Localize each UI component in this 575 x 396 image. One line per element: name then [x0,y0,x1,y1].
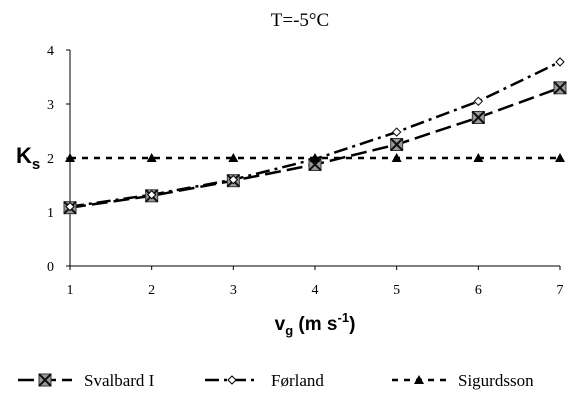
legend-swatch-marker [38,373,52,387]
y-tick-label: 4 [47,44,54,59]
x-tick-label: 3 [230,283,237,298]
x-ticks: 1 2 3 4 5 6 7 [67,266,564,298]
x-axis-label-close: ) [349,314,355,335]
data-point [473,153,484,162]
x-tick-label: 5 [393,283,400,298]
legend-swatch-marker [414,375,424,384]
legend: Svalbard I Førland Sigurdsson [18,371,534,390]
series-line [69,60,561,208]
x-tick-label: 6 [475,283,482,298]
legend-label: Førland [271,371,324,390]
data-point [65,153,75,162]
data-point [473,96,484,107]
data-point [389,137,404,152]
chart-title: T=-5°C [271,10,329,31]
y-tick-label: 2 [47,152,54,167]
x-tick-label: 4 [312,283,319,298]
data-point [146,190,157,200]
x-axis-label-base: v [275,314,286,335]
y-axis-label-subscript: s [32,156,40,173]
y-tick-label: 3 [47,98,54,113]
data-point [310,153,320,162]
legend-item: Førland [205,371,324,390]
data-point [391,127,402,137]
series-line [69,86,561,209]
legend-label: Svalbard I [84,371,155,390]
data-point [228,153,239,162]
series-lines [69,60,561,209]
data-point [471,110,486,125]
x-tick-label: 7 [557,283,564,298]
y-axis-label: Ks [16,143,40,173]
data-point [553,81,567,95]
data-point [228,174,239,185]
x-axis-label: vg (m s-1) [275,310,356,338]
data-point [555,153,565,162]
x-axis-label-subscript: g [285,323,293,338]
legend-label: Sigurdsson [458,371,534,390]
legend-item: Sigurdsson [392,371,534,390]
data-point [65,201,75,212]
data-point [146,153,157,162]
x-tick-label: 2 [148,283,155,298]
x-axis-label-superscript: -1 [338,310,350,325]
series-markers [63,57,567,215]
x-tick-label: 1 [67,283,74,298]
data-point [391,153,402,162]
legend-swatch-marker [227,375,237,385]
y-tick-label: 1 [47,206,54,221]
x-axis-label-unit: (m s [293,314,337,335]
y-axis-label-base: K [16,143,32,168]
y-tick-label: 0 [47,260,54,275]
data-point [555,57,565,67]
legend-item: Svalbard I [18,371,155,390]
